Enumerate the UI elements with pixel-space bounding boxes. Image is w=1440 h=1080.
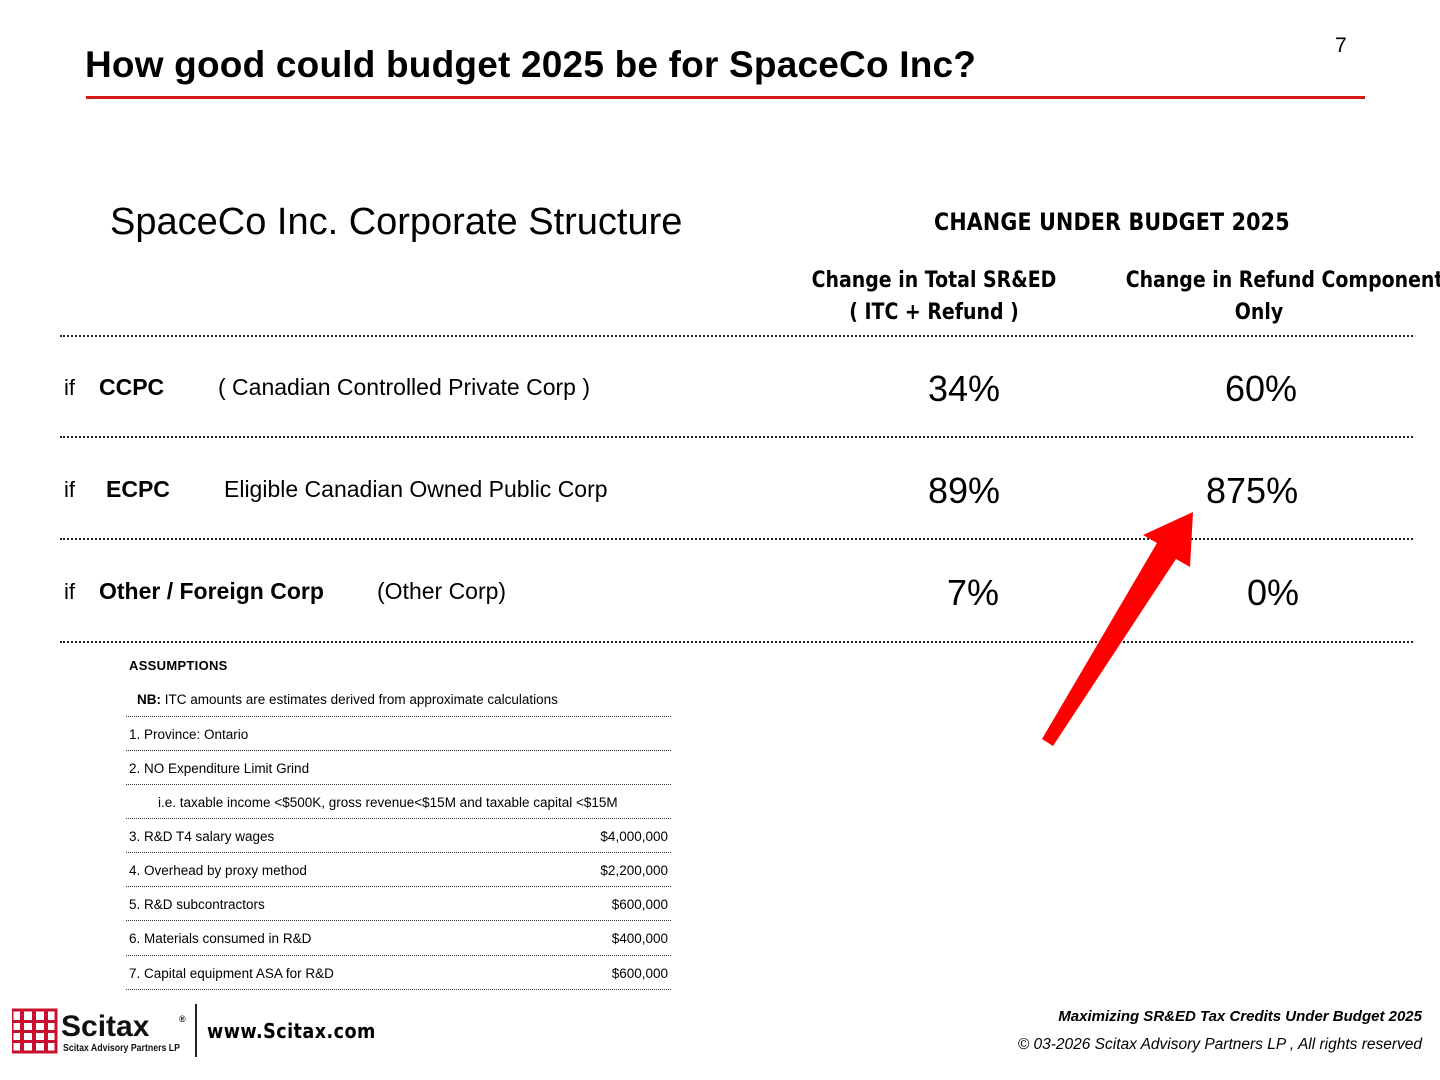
footer-divider (195, 1004, 197, 1057)
total-change-value: 89% (928, 470, 1001, 511)
note-label: NB: (137, 692, 161, 707)
red-arrow-icon (1042, 512, 1193, 746)
column-header-refund-change: Change in Refund Component Only (1125, 265, 1440, 329)
assumption-value: $600,000 (611, 966, 668, 981)
divider (126, 716, 671, 717)
assumption-value: $600,000 (611, 897, 668, 912)
divider (126, 818, 671, 819)
slide-title: How good could budget 2025 be for SpaceC… (85, 44, 977, 85)
logo-name: Scitax (61, 1010, 150, 1043)
note-text: ITC amounts are estimates derived from a… (164, 692, 558, 707)
scitax-mark-icon (12, 1008, 58, 1054)
copyright-text: 03-2026 Scitax Advisory Partners LP , Al… (1033, 1036, 1422, 1053)
copyright: © 03-2026 Scitax Advisory Partners LP , … (1018, 1036, 1422, 1054)
page-number: 7 (1335, 34, 1347, 57)
change-heading: CHANGE UNDER BUDGET 2025 (934, 208, 1290, 236)
row-code: CCPC (99, 374, 165, 400)
assumption-item: 5. R&D subcontractors (129, 897, 265, 912)
assumption-value: $2,200,000 (600, 863, 668, 878)
structure-heading: SpaceCo Inc. Corporate Structure (110, 201, 683, 243)
assumption-value: $400,000 (611, 931, 668, 946)
website-link[interactable]: www.Scitax.com (207, 1019, 376, 1043)
logo-registered: ® (179, 1014, 186, 1024)
column-header-total-line2: ( ITC + Refund ) (849, 300, 1019, 325)
divider (126, 852, 671, 853)
row-prefix: if (64, 375, 75, 400)
assumptions-title: ASSUMPTIONS (129, 658, 228, 673)
row-separator (60, 436, 1413, 438)
row-code: Other / Foreign Corp (99, 578, 324, 604)
column-header-refund-line1: Change in Refund Component (1125, 268, 1440, 293)
refund-change-value: 875% (1206, 470, 1299, 511)
assumption-item: 7. Capital equipment ASA for R&D (129, 966, 334, 981)
footer-title: Maximizing SR&ED Tax Credits Under Budge… (1058, 1008, 1422, 1025)
row-prefix: if (64, 477, 75, 502)
divider (126, 886, 671, 887)
refund-change-value: 0% (1247, 572, 1300, 613)
divider (126, 920, 671, 921)
column-header-total-line1: Change in Total SR&ED (811, 268, 1057, 293)
column-header-refund-line2: Only (1234, 300, 1284, 325)
assumption-item: 3. R&D T4 salary wages (129, 829, 275, 844)
refund-change-value: 60% (1225, 368, 1298, 409)
logo-subtitle: Scitax Advisory Partners LP (63, 1042, 180, 1054)
scitax-logo: Scitax ® Scitax Advisory Partners LP (12, 1008, 186, 1054)
divider (126, 750, 671, 751)
total-change-value: 7% (947, 572, 1000, 613)
total-change-value: 34% (928, 368, 1001, 409)
assumption-item: 2. NO Expenditure Limit Grind (129, 761, 310, 776)
row-description: ( Canadian Controlled Private Corp ) (218, 374, 591, 400)
divider (126, 955, 671, 956)
row-description: Eligible Canadian Owned Public Corp (224, 476, 608, 502)
title-rule (86, 96, 1365, 99)
row-separator (60, 335, 1413, 337)
divider (126, 989, 671, 990)
row-separator (60, 538, 1413, 540)
row-separator (60, 641, 1413, 643)
row-description: (Other Corp) (377, 578, 507, 604)
divider (126, 784, 671, 785)
row-code: ECPC (106, 476, 170, 502)
copyright-symbol: © (1017, 1036, 1030, 1053)
assumption-item: 4. Overhead by proxy method (129, 863, 307, 878)
assumption-item: i.e. taxable income <$500K, gross revenu… (158, 795, 618, 810)
column-header-total-change: Change in Total SR&ED ( ITC + Refund ) (801, 265, 1068, 329)
assumption-item: 6. Materials consumed in R&D (129, 931, 312, 946)
assumption-item: 1. Province: Ontario (129, 727, 249, 742)
assumption-value: $4,000,000 (600, 829, 668, 844)
row-prefix: if (64, 579, 75, 604)
assumptions-note: NB: ITC amounts are estimates derived fr… (137, 692, 558, 707)
